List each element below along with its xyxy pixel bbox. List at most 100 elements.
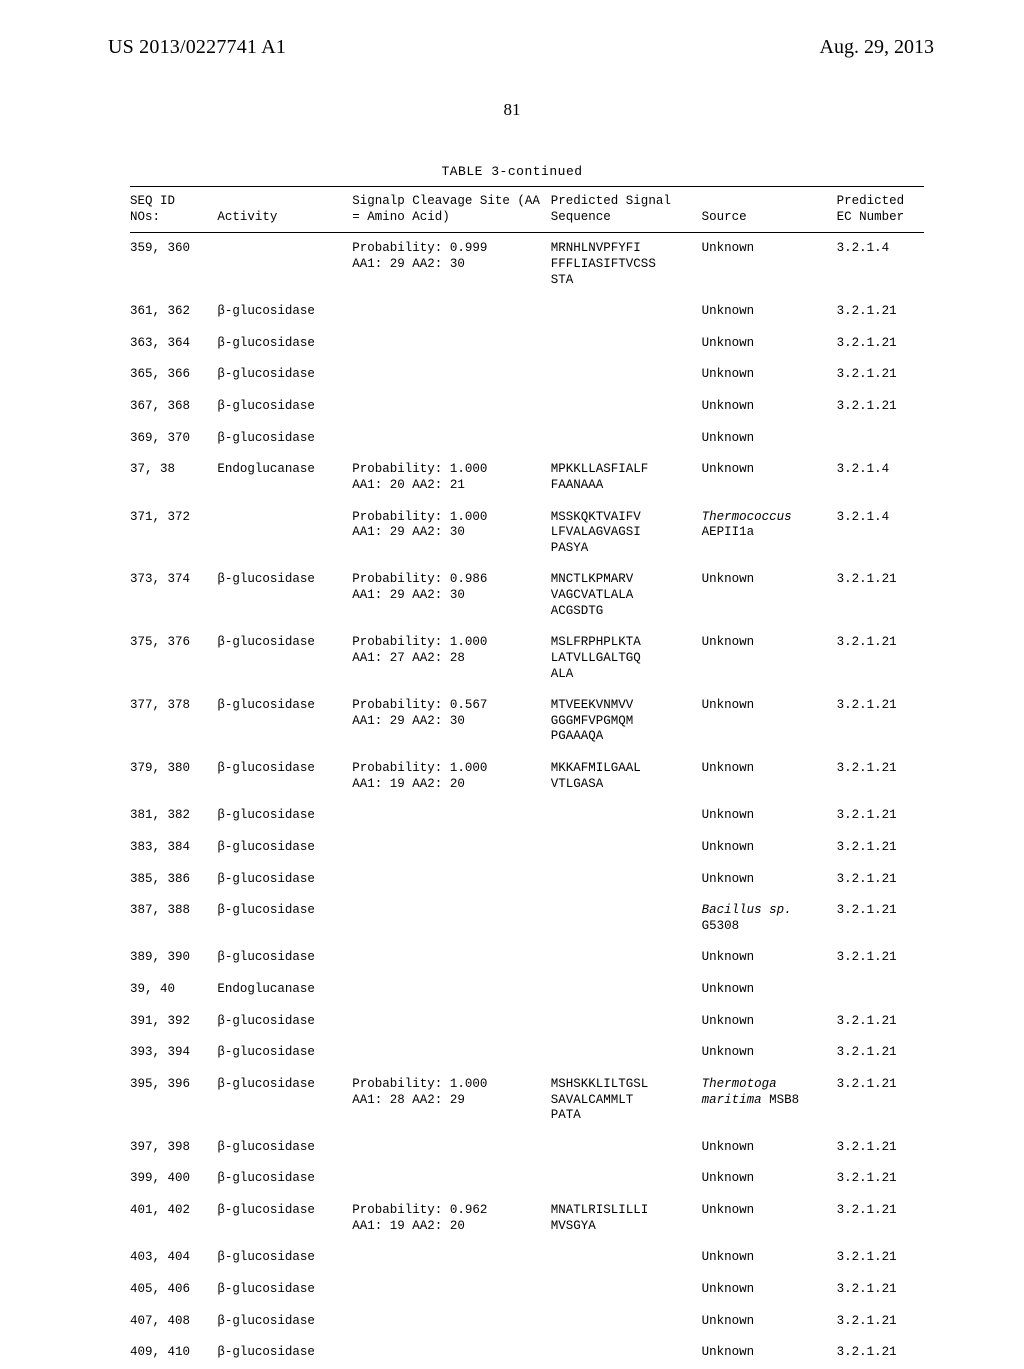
cell-activity: β-glucosidase	[217, 1337, 352, 1369]
table-row: 403, 404β-glucosidaseUnknown3.2.1.21	[130, 1242, 924, 1274]
cell-cleavage-site	[352, 1242, 551, 1274]
cell-signal-sequence	[551, 1006, 702, 1038]
table-row: 361, 362β-glucosidaseUnknown3.2.1.21	[130, 296, 924, 328]
cell-cleavage-site	[352, 296, 551, 328]
cell-activity: β-glucosidase	[217, 627, 352, 690]
col-signal: Predicted Signal Sequence	[551, 187, 702, 233]
cell-signal-sequence: MKKAFMILGAAL VTLGASA	[551, 753, 702, 800]
cell-seq-id: 361, 362	[130, 296, 217, 328]
table-row: 373, 374β-glucosidaseProbability: 0.986 …	[130, 564, 924, 627]
col-activity: Activity	[217, 187, 352, 233]
cell-signal-sequence: MNATLRISLILLI MVSGYA	[551, 1195, 702, 1242]
cell-signal-sequence	[551, 974, 702, 1006]
cell-seq-id: 383, 384	[130, 832, 217, 864]
cell-source: Bacillus sp. G5308	[702, 895, 837, 942]
cell-source: Unknown	[702, 1195, 837, 1242]
cell-activity: Endoglucanase	[217, 454, 352, 501]
cell-signal-sequence	[551, 942, 702, 974]
table-row: 389, 390β-glucosidaseUnknown3.2.1.21	[130, 942, 924, 974]
table-row: 381, 382β-glucosidaseUnknown3.2.1.21	[130, 800, 924, 832]
publication-date: Aug. 29, 2013	[820, 36, 934, 59]
cell-cleavage-site	[352, 1337, 551, 1369]
cell-signal-sequence	[551, 832, 702, 864]
cell-activity: β-glucosidase	[217, 391, 352, 423]
cell-signal-sequence	[551, 800, 702, 832]
cell-seq-id: 385, 386	[130, 864, 217, 896]
cell-cleavage-site	[352, 864, 551, 896]
cell-activity	[217, 233, 352, 296]
table-body: 359, 360Probability: 0.999 AA1: 29 AA2: …	[130, 233, 924, 1369]
cell-cleavage-site	[352, 1132, 551, 1164]
cell-ec-number: 3.2.1.21	[837, 1337, 924, 1369]
table-row: 393, 394β-glucosidaseUnknown3.2.1.21	[130, 1037, 924, 1069]
cell-source: Unknown	[702, 627, 837, 690]
table-row: 401, 402β-glucosidaseProbability: 0.962 …	[130, 1195, 924, 1242]
table-row: 391, 392β-glucosidaseUnknown3.2.1.21	[130, 1006, 924, 1038]
cell-source: Unknown	[702, 1337, 837, 1369]
cell-signal-sequence	[551, 391, 702, 423]
col-seq-id: SEQ ID NOs:	[130, 187, 217, 233]
table-row: 395, 396β-glucosidaseProbability: 1.000 …	[130, 1069, 924, 1132]
cell-cleavage-site	[352, 800, 551, 832]
cell-signal-sequence: MNCTLKPMARV VAGCVATLALA ACGSDTG	[551, 564, 702, 627]
table-row: 379, 380β-glucosidaseProbability: 1.000 …	[130, 753, 924, 800]
cell-signal-sequence	[551, 864, 702, 896]
cell-activity: β-glucosidase	[217, 296, 352, 328]
cell-ec-number	[837, 423, 924, 455]
cell-source: Unknown	[702, 296, 837, 328]
cell-seq-id: 381, 382	[130, 800, 217, 832]
cell-cleavage-site	[352, 974, 551, 1006]
cell-source: Unknown	[702, 1242, 837, 1274]
page-number: 81	[0, 100, 1024, 120]
cell-source: Unknown	[702, 328, 837, 360]
cell-signal-sequence	[551, 328, 702, 360]
cell-source: Unknown	[702, 690, 837, 753]
cell-source: Unknown	[702, 832, 837, 864]
cell-source: Unknown	[702, 564, 837, 627]
cell-source: Unknown	[702, 974, 837, 1006]
cell-activity: β-glucosidase	[217, 1037, 352, 1069]
cell-ec-number: 3.2.1.21	[837, 1132, 924, 1164]
cell-seq-id: 403, 404	[130, 1242, 217, 1274]
cell-source: Unknown	[702, 233, 837, 296]
cell-source: Unknown	[702, 423, 837, 455]
cell-cleavage-site: Probability: 0.986 AA1: 29 AA2: 30	[352, 564, 551, 627]
cell-cleavage-site	[352, 1006, 551, 1038]
table-3: SEQ ID NOs: Activity Signalp Cleavage Si…	[130, 186, 924, 1369]
cell-cleavage-site: Probability: 1.000 AA1: 20 AA2: 21	[352, 454, 551, 501]
cell-seq-id: 405, 406	[130, 1274, 217, 1306]
cell-signal-sequence	[551, 1306, 702, 1338]
cell-activity: β-glucosidase	[217, 1132, 352, 1164]
cell-cleavage-site: Probability: 0.962 AA1: 19 AA2: 20	[352, 1195, 551, 1242]
cell-seq-id: 377, 378	[130, 690, 217, 753]
cell-ec-number: 3.2.1.21	[837, 1242, 924, 1274]
table-row: 37, 38EndoglucanaseProbability: 1.000 AA…	[130, 454, 924, 501]
cell-cleavage-site: Probability: 0.999 AA1: 29 AA2: 30	[352, 233, 551, 296]
table-row: 407, 408β-glucosidaseUnknown3.2.1.21	[130, 1306, 924, 1338]
cell-signal-sequence	[551, 1242, 702, 1274]
cell-ec-number: 3.2.1.21	[837, 1037, 924, 1069]
cell-ec-number: 3.2.1.21	[837, 359, 924, 391]
table-row: 385, 386β-glucosidaseUnknown3.2.1.21	[130, 864, 924, 896]
cell-seq-id: 37, 38	[130, 454, 217, 501]
cell-cleavage-site	[352, 832, 551, 864]
col-cleavage: Signalp Cleavage Site (AA = Amino Acid)	[352, 187, 551, 233]
cell-seq-id: 373, 374	[130, 564, 217, 627]
cell-activity: β-glucosidase	[217, 328, 352, 360]
cell-source: Unknown	[702, 942, 837, 974]
cell-ec-number: 3.2.1.4	[837, 454, 924, 501]
table-row: 399, 400β-glucosidaseUnknown3.2.1.21	[130, 1163, 924, 1195]
cell-ec-number: 3.2.1.21	[837, 1163, 924, 1195]
cell-activity: β-glucosidase	[217, 895, 352, 942]
page-header: US 2013/0227741 A1 Aug. 29, 2013	[0, 0, 1024, 88]
cell-source: Unknown	[702, 864, 837, 896]
cell-activity: Endoglucanase	[217, 974, 352, 1006]
cell-ec-number: 3.2.1.21	[837, 895, 924, 942]
cell-activity: β-glucosidase	[217, 753, 352, 800]
cell-cleavage-site	[352, 942, 551, 974]
table-row: 367, 368β-glucosidaseUnknown3.2.1.21	[130, 391, 924, 423]
cell-seq-id: 371, 372	[130, 502, 217, 565]
cell-cleavage-site	[352, 1306, 551, 1338]
cell-signal-sequence	[551, 1163, 702, 1195]
cell-signal-sequence	[551, 1037, 702, 1069]
